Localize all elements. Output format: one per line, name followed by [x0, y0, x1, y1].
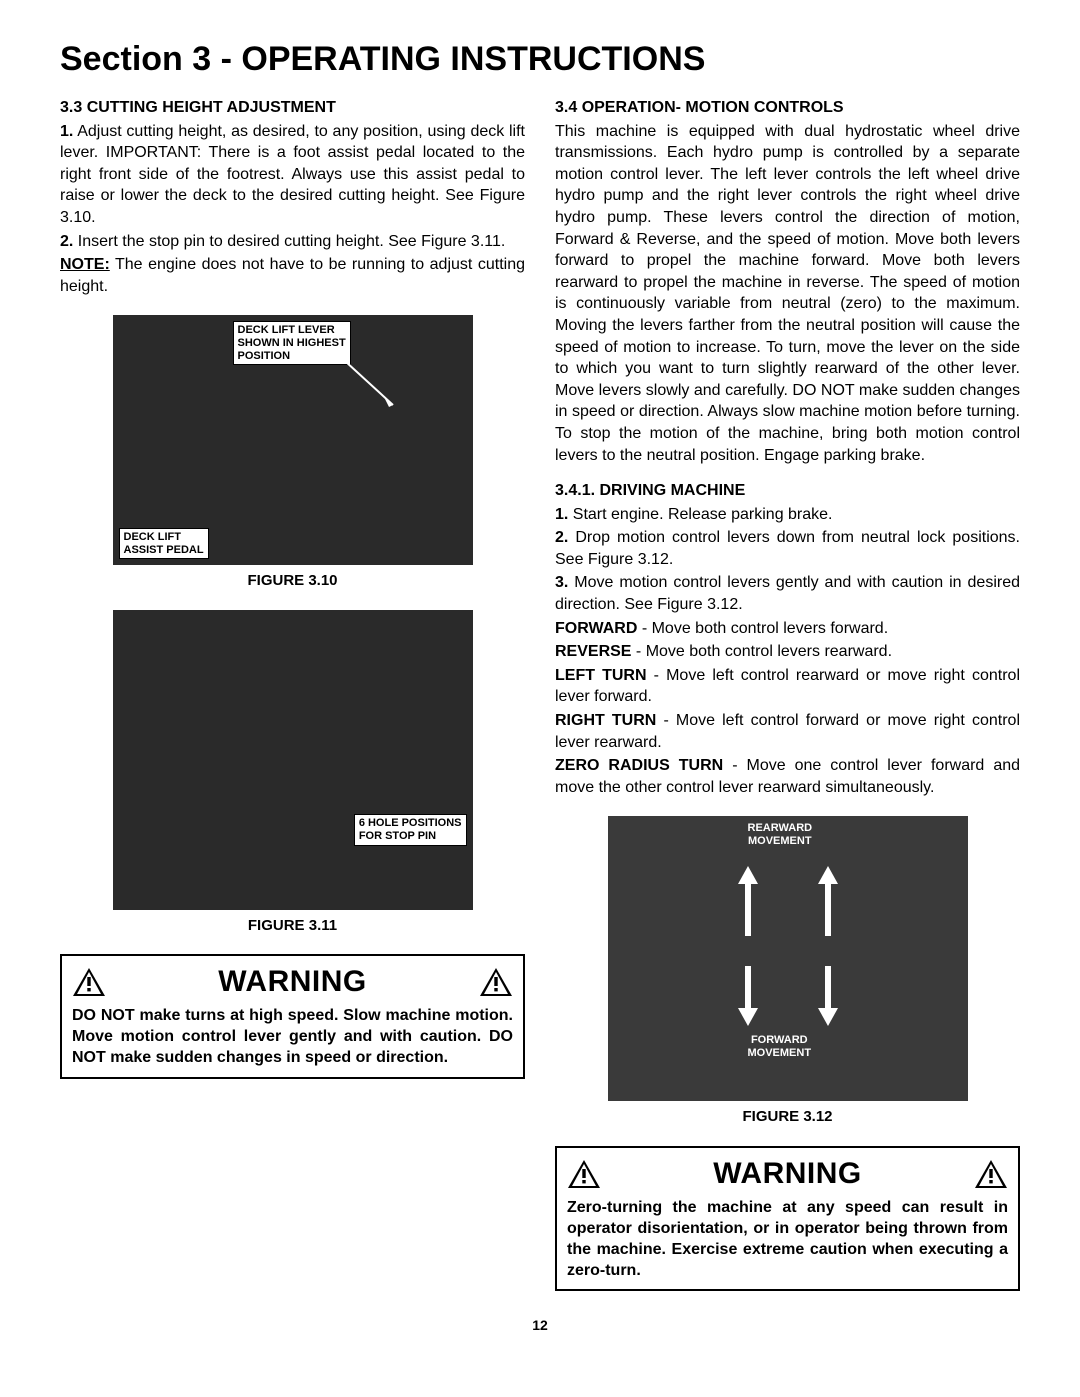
forward-label: FORWARD — [555, 620, 637, 637]
page-number: 12 — [60, 1317, 1020, 1333]
warning-icon-right-1 — [567, 1159, 601, 1189]
drive-2-text: Drop motion control levers down from neu… — [555, 529, 1020, 568]
figure-3-10-caption: FIGURE 3.10 — [60, 571, 525, 591]
warning-title-left: WARNING — [218, 962, 367, 1003]
warning-header-right: WARNING — [567, 1154, 1008, 1195]
zeroturn-label: ZERO RADIUS TURN — [555, 757, 723, 774]
warning-header-left: WARNING — [72, 962, 513, 1003]
figure-3-10-image: DECK LIFT LEVER SHOWN IN HIGHEST POSITIO… — [113, 315, 473, 565]
two-column-layout: 3.3 CUTTING HEIGHT ADJUSTMENT 1. Adjust … — [60, 97, 1020, 1291]
right-column: 3.4 OPERATION- MOTION CONTROLS This mach… — [555, 97, 1020, 1291]
drive-3-text: Move motion control levers gently and wi… — [555, 574, 1020, 613]
figure-3-10: DECK LIFT LEVER SHOWN IN HIGHEST POSITIO… — [60, 315, 525, 591]
figure-3-11-image: 6 HOLE POSITIONS FOR STOP PIN — [113, 610, 473, 910]
warning-box-right: WARNING Zero-turning the machine at any … — [555, 1146, 1020, 1292]
figure-3-12-image: REARWARD MOVEMENT FORWARD MOVEMENT — [608, 816, 968, 1101]
warning-title-right: WARNING — [713, 1154, 862, 1195]
drive-3-num: 3. — [555, 574, 568, 591]
para-3-3-2: 2. Insert the stop pin to desired cuttin… — [60, 231, 525, 253]
warning-icon-right-2 — [974, 1159, 1008, 1189]
forward-line: FORWARD - Move both control levers forwa… — [555, 618, 1020, 640]
figure-3-12: REARWARD MOVEMENT FORWARD MOVEMENT FIGUR… — [555, 816, 1020, 1127]
forward-text: - Move both control levers forward. — [637, 620, 888, 637]
left-column: 3.3 CUTTING HEIGHT ADJUSTMENT 1. Adjust … — [60, 97, 525, 1291]
section-3-4-heading: 3.4 OPERATION- MOTION CONTROLS — [555, 97, 1020, 119]
figure-3-12-caption: FIGURE 3.12 — [555, 1107, 1020, 1127]
leftturn-label: LEFT TURN — [555, 667, 647, 684]
note-label: NOTE: — [60, 256, 110, 273]
warning-body-right: Zero-turning the machine at any speed ca… — [567, 1198, 1008, 1281]
fig310-label-bottom: DECK LIFT ASSIST PEDAL — [119, 528, 209, 559]
warning-icon-left-2 — [479, 967, 513, 997]
warning-body-left: DO NOT make turns at high speed. Slow ma… — [72, 1006, 513, 1068]
drive-1-num: 1. — [555, 506, 568, 523]
drive-step-3: 3. Move motion control levers gently and… — [555, 572, 1020, 615]
page-title: Section 3 - OPERATING INSTRUCTIONS — [60, 40, 1020, 79]
warning-box-left: WARNING DO NOT make turns at high speed.… — [60, 954, 525, 1079]
figure-3-11: 6 HOLE POSITIONS FOR STOP PIN FIGURE 3.1… — [60, 610, 525, 936]
note-text: The engine does not have to be running t… — [60, 256, 525, 295]
fig312-label-top: REARWARD MOVEMENT — [748, 822, 813, 847]
zeroturn-line: ZERO RADIUS TURN - Move one control leve… — [555, 755, 1020, 798]
rightturn-line: RIGHT TURN - Move left control forward o… — [555, 710, 1020, 753]
drive-step-1: 1. Start engine. Release parking brake. — [555, 504, 1020, 526]
section-3-4-1-heading: 3.4.1. DRIVING MACHINE — [555, 480, 1020, 502]
leftturn-line: LEFT TURN - Move left control rearward o… — [555, 665, 1020, 708]
warning-icon-left-1 — [72, 967, 106, 997]
reverse-label: REVERSE — [555, 643, 631, 660]
reverse-text: - Move both control levers rearward. — [631, 643, 892, 660]
reverse-line: REVERSE - Move both control levers rearw… — [555, 641, 1020, 663]
fig310-label-top: DECK LIFT LEVER SHOWN IN HIGHEST POSITIO… — [233, 321, 351, 365]
para-3-3-1-text: Adjust cutting height, as desired, to an… — [60, 123, 525, 226]
drive-2-num: 2. — [555, 529, 568, 546]
num-2: 2. — [60, 233, 73, 250]
fig312-label-bottom: FORWARD MOVEMENT — [748, 1034, 812, 1059]
rightturn-label: RIGHT TURN — [555, 712, 656, 729]
drive-step-2: 2. Drop motion control levers down from … — [555, 527, 1020, 570]
figure-3-11-caption: FIGURE 3.11 — [60, 916, 525, 936]
para-3-3-1: 1. Adjust cutting height, as desired, to… — [60, 121, 525, 229]
fig311-label: 6 HOLE POSITIONS FOR STOP PIN — [354, 814, 467, 845]
section-3-3-heading: 3.3 CUTTING HEIGHT ADJUSTMENT — [60, 97, 525, 119]
num-1: 1. — [60, 123, 73, 140]
para-3-4-intro: This machine is equipped with dual hydro… — [555, 121, 1020, 467]
note-line: NOTE: The engine does not have to be run… — [60, 254, 525, 297]
drive-1-text: Start engine. Release parking brake. — [568, 506, 832, 523]
para-3-3-2-text: Insert the stop pin to desired cutting h… — [73, 233, 505, 250]
